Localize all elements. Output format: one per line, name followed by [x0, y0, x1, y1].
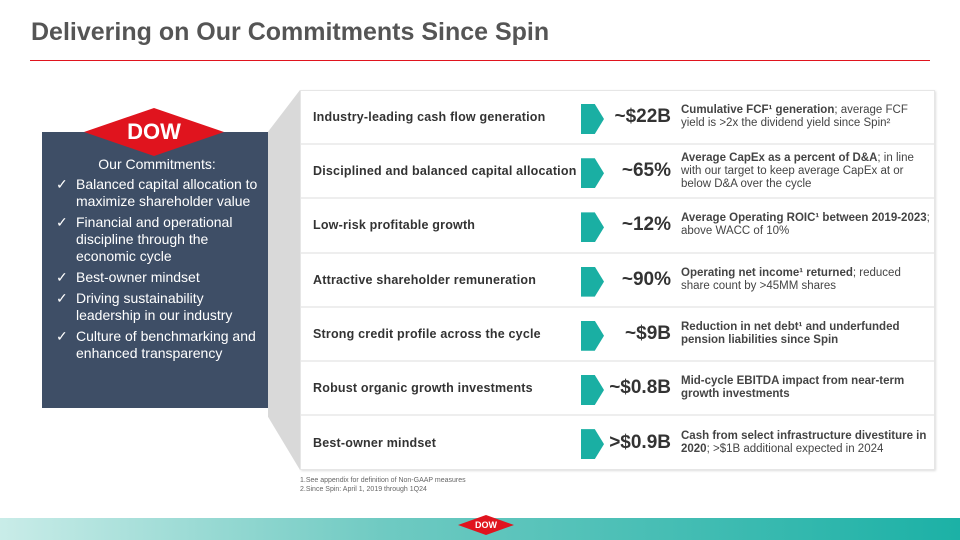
logo-text: DOW — [127, 119, 181, 144]
title-divider — [30, 60, 930, 61]
commitment-text: Balanced capital allocation to maximize … — [76, 176, 258, 209]
row-description: Cash from select infrastructure divestit… — [681, 430, 931, 456]
row-label: Disciplined and balanced capital allocat… — [313, 164, 577, 179]
commitment-text: Best-owner mindset — [76, 269, 200, 285]
commitments-panel: Our Commitments: ✓ Balanced capital alloc… — [42, 132, 268, 408]
desc-bold: Mid-cycle EBITDA impact from near-term g… — [681, 375, 905, 401]
check-icon: ✓ — [56, 328, 68, 344]
chevron-arrow-icon — [581, 320, 604, 351]
row-description: Cumulative FCF¹ generation; average FCF … — [681, 104, 931, 130]
row-description: Average Operating ROIC¹ between 2019-202… — [681, 212, 931, 238]
desc-rest: ; reduced share count by >45MM shares — [681, 266, 901, 292]
footnote-2: 2.Since Spin: April 1, 2019 through 1Q24 — [300, 486, 427, 493]
row-value: ~$22B — [614, 106, 671, 128]
commitment-item: ✓ Best-owner mindset — [54, 269, 260, 286]
footer-dow-logo: DOW — [458, 515, 514, 535]
desc-rest: ; >$1B additional expected in 2024 — [706, 443, 884, 456]
commitment-item: ✓ Driving sustainability leadership in ou… — [54, 290, 260, 324]
commitment-text: Driving sustainability leadership in our… — [76, 290, 233, 323]
row-label: Best-owner mindset — [313, 436, 437, 451]
row-value: ~12% — [621, 214, 671, 236]
row-value: ~90% — [621, 268, 671, 290]
check-icon: ✓ — [56, 176, 68, 192]
table-row: Robust organic growth investments ~$0.8B… — [301, 362, 934, 417]
check-icon: ✓ — [56, 214, 68, 230]
row-description: Mid-cycle EBITDA impact from near-term g… — [681, 375, 931, 401]
check-icon: ✓ — [56, 290, 68, 306]
chevron-arrow-icon — [581, 429, 604, 460]
page-title: Delivering on Our Commitments Since Spin — [31, 18, 550, 46]
table-row: Disciplined and balanced capital allocat… — [301, 145, 934, 200]
table-row: Strong credit profile across the cycle ~… — [301, 308, 934, 362]
table-row: Best-owner mindset >$0.9B Cash from sele… — [301, 416, 934, 470]
chevron-arrow-icon — [581, 158, 604, 189]
commitments-heading: Our Commitments: — [98, 156, 216, 172]
desc-bold: Operating net income¹ returned — [681, 266, 853, 279]
row-value: ~65% — [621, 160, 671, 182]
row-label: Industry-leading cash flow generation — [313, 110, 546, 125]
desc-rest: ; in line with our target to keep averag… — [681, 151, 914, 190]
row-value: ~$0.8B — [609, 377, 671, 399]
desc-rest: ; average FCF yield is >2x the dividend … — [681, 104, 908, 130]
row-description: Reduction in net debt¹ and underfunded p… — [681, 321, 931, 347]
chevron-arrow-icon — [581, 104, 604, 134]
chevron-arrow-icon — [581, 212, 604, 243]
footer-logo-text: DOW — [475, 520, 497, 530]
desc-bold: Average CapEx as a percent of D&A — [681, 151, 878, 164]
commitment-item: ✓ Culture of benchmarking and enhanced tr… — [54, 328, 260, 362]
desc-bold: Reduction in net debt¹ and underfunded p… — [681, 320, 900, 346]
footnote-1: 1.See appendix for definition of Non-GAA… — [300, 477, 466, 484]
table-row: Attractive shareholder remuneration ~90%… — [301, 254, 934, 308]
row-value: >$0.9B — [609, 432, 671, 454]
desc-bold: Average Operating ROIC¹ between 2019-202… — [681, 212, 927, 225]
chevron-arrow-icon — [581, 374, 604, 405]
row-label: Attractive shareholder remuneration — [313, 272, 537, 287]
commitments-table: Industry-leading cash flow generation ~$… — [300, 90, 935, 470]
row-label: Robust organic growth investments — [313, 381, 533, 396]
commitment-item: ✓ Financial and operational discipline th… — [54, 214, 260, 265]
row-label: Strong credit profile across the cycle — [313, 326, 541, 341]
row-label: Low-risk profitable growth — [313, 218, 476, 233]
desc-bold: Cash from select infrastructure divestit… — [681, 430, 927, 456]
table-row: Low-risk profitable growth ~12% Average … — [301, 199, 934, 254]
row-value: ~$9B — [625, 322, 671, 344]
chevron-arrow-icon — [581, 266, 604, 297]
connector-wedge — [268, 90, 300, 470]
desc-rest: ; above WACC of 10% — [681, 212, 930, 238]
commitment-item: ✓ Balanced capital allocation to maximize… — [54, 176, 260, 210]
row-description: Average CapEx as a percent of D&A; in li… — [681, 152, 931, 191]
desc-bold: Cumulative FCF¹ generation — [681, 104, 835, 117]
row-description: Operating net income¹ returned; reduced … — [681, 267, 931, 293]
check-icon: ✓ — [56, 269, 68, 285]
commitment-text: Financial and operational discipline thr… — [76, 214, 233, 264]
table-row: Industry-leading cash flow generation ~$… — [301, 91, 934, 146]
commitment-text: Culture of benchmarking and enhanced tra… — [76, 328, 256, 361]
